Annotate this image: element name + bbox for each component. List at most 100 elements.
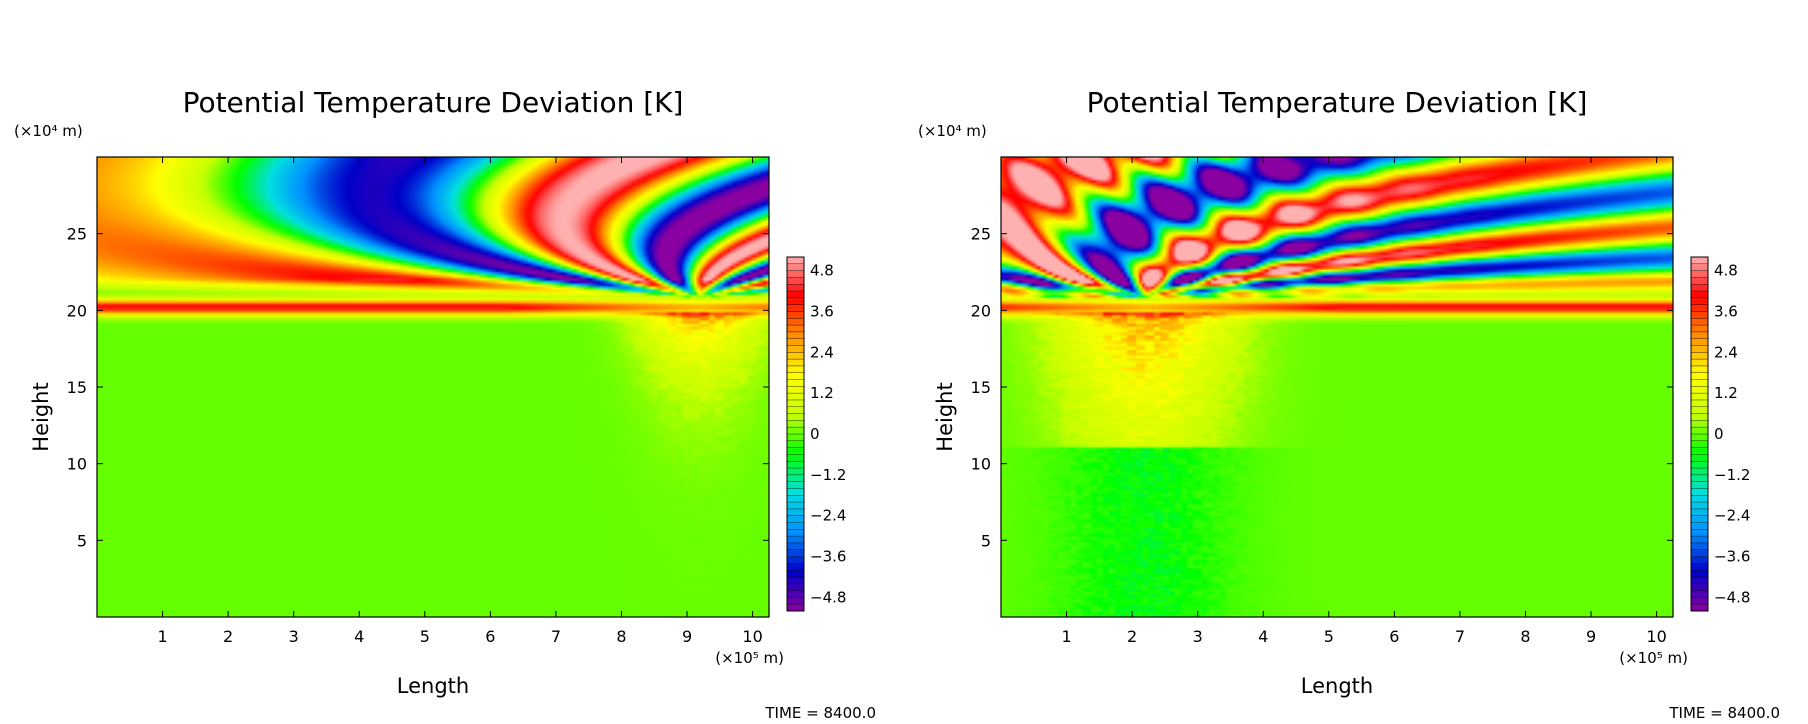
x-tick-label: 10 [742,627,762,646]
colorbar-segment [1691,576,1708,585]
colorbar-segment [1691,468,1708,476]
colorbar-segment [1691,597,1708,605]
colorbar-segment [1691,386,1708,394]
colorbar-segment [787,399,804,408]
x-tick-label: 9 [1586,627,1596,646]
colorbar-segment [1691,529,1708,537]
colorbar-segment [1691,270,1708,278]
colorbar-segment [1691,311,1708,319]
colorbar-segment [787,277,804,285]
x-tick-label: 7 [1455,627,1465,646]
colorbar-tick-label: −4.8 [810,588,846,606]
colorbar-segment [1691,291,1708,299]
colorbar-tick-label: −2.4 [810,507,846,525]
colorbar-segment [787,583,804,591]
colorbar-segment [787,318,804,326]
colorbar-segment [787,474,804,483]
x-tick-label: 3 [1193,627,1203,646]
colorbar-segment [787,454,804,462]
colorbar-segment [787,549,804,557]
colorbar-segment [1691,549,1708,557]
colorbar-segment [787,522,804,530]
colorbar-segment [787,359,804,367]
colorbar-segment [1691,481,1708,489]
colorbar-segment [1691,495,1708,503]
colorbar-segment [1691,502,1708,510]
colorbar-segment [1691,590,1708,598]
heatmap-field [97,157,769,617]
colorbar-segment [1691,542,1708,551]
colorbar-segment [1691,434,1708,442]
colorbar-segment [787,508,804,517]
colorbar-segment [1691,304,1708,312]
colorbar-segment [1691,406,1708,414]
colorbar-segment [787,597,804,605]
x-tick-label: 8 [1520,627,1530,646]
colorbar-segment [1691,474,1708,483]
x-tick-label: 5 [420,627,430,646]
colorbar-segment [1691,570,1708,578]
colorbar-segment [1691,365,1708,374]
colorbar-segment [1691,556,1708,564]
colorbar-segment [1691,372,1708,380]
colorbar-segment [1691,352,1708,360]
colorbar-tick-label: 2.4 [810,343,834,361]
colorbar-segment [787,338,804,346]
colorbar-segment [787,352,804,360]
colorbar-segment [1691,522,1708,530]
y-tick-label: 20 [971,301,991,320]
colorbar-segment [1691,515,1708,523]
x-tick-label: 3 [289,627,299,646]
y-tick-label: 10 [971,455,991,474]
colorbar-segment [787,447,804,455]
x-tick-label: 2 [223,627,233,646]
y-tick-label: 25 [971,225,991,244]
colorbar-tick-label: −1.2 [810,466,846,484]
colorbar-segment [1691,393,1708,401]
colorbar-segment [1691,277,1708,285]
colorbar-segment [787,297,804,306]
colorbar-segment [787,563,804,571]
x-unit-label: (×10⁵ m) [715,649,784,667]
y-unit-label: (×10⁴ m) [14,122,83,140]
x-tick-label: 4 [354,627,364,646]
colorbar-segment [787,393,804,401]
colorbar-tick-label: 2.4 [1714,343,1738,361]
colorbar-segment [787,556,804,564]
colorbar-segment [787,257,804,265]
colorbar-segment [787,345,804,353]
colorbar-tick-label: −3.6 [1714,548,1750,566]
colorbar-segment [787,420,804,428]
colorbar-segment [1691,413,1708,421]
y-tick-label: 5 [77,531,87,550]
colorbar-tick-label: 0 [1714,425,1724,443]
colorbar-segment [1691,338,1708,346]
colorbar-segment [1691,263,1708,272]
colorbar-segment [1691,345,1708,353]
colorbar-segment [787,434,804,442]
colorbar-segment [1691,284,1708,292]
colorbar-segment [787,590,804,598]
y-tick-label: 10 [67,455,87,474]
colorbar-segment [787,481,804,489]
x-tick-label: 7 [551,627,561,646]
colorbar-segment [1691,461,1708,469]
colorbar-segment [787,406,804,414]
y-tick-label: 5 [981,531,991,550]
colorbar-segment [787,576,804,585]
colorbar-segment [787,379,804,387]
colorbar-tick-label: −4.8 [1714,588,1750,606]
chart-panel-left: Potential Temperature Deviation [K] (×10⁴… [14,86,876,722]
colorbar-segment [1691,536,1708,544]
colorbar-tick-label: −3.6 [810,548,846,566]
colorbar-tick-label: 3.6 [810,302,834,320]
chart-title: Potential Temperature Deviation [K] [183,86,684,119]
chart-panel-right: Potential Temperature Deviation [K] (×10⁴… [904,0,1808,724]
colorbar-segment [787,529,804,537]
chart-svg: Potential Temperature Deviation [K] (×10⁴… [918,86,1780,722]
colorbar-segment [787,311,804,319]
x-tick-label: 1 [157,627,167,646]
y-axis-label: Height [933,382,957,451]
colorbar-tick-label: 4.8 [1714,262,1738,280]
colorbar-frame [786,256,805,612]
